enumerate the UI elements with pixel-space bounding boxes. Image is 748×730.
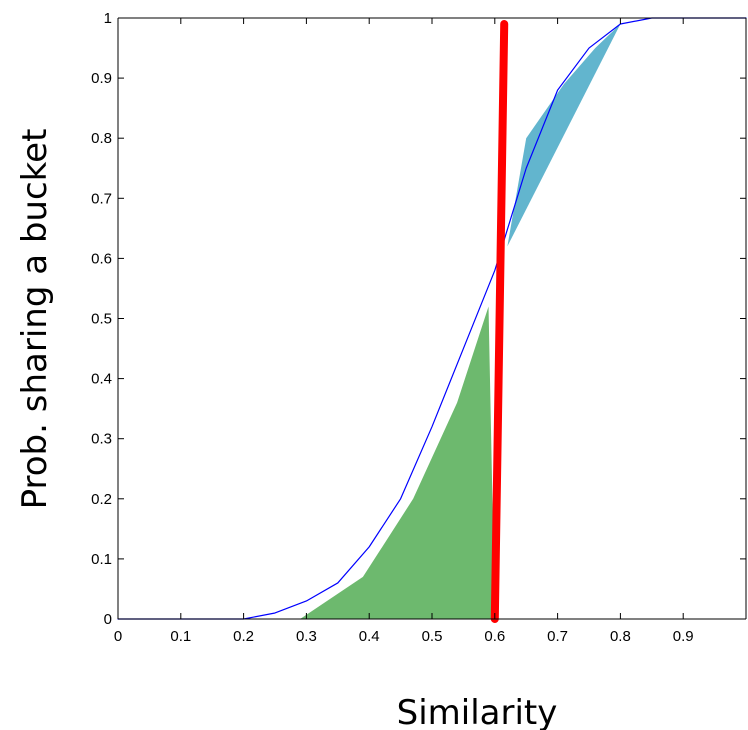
y-tick-label: 1 xyxy=(104,10,112,27)
probability-curve xyxy=(117,17,747,620)
y-tick-label: 0 xyxy=(104,611,112,628)
y-tick-label: 0.8 xyxy=(91,130,112,147)
x-tick-label: 0.9 xyxy=(673,628,694,645)
y-tick-label: 0.2 xyxy=(91,491,112,508)
y-tick-label: 0.6 xyxy=(91,250,112,267)
x-tick-label: 0.1 xyxy=(170,628,191,645)
x-tick-label: 0.5 xyxy=(422,628,443,645)
x-axis-title: Similarity xyxy=(397,693,558,730)
y-tick-label: 0.4 xyxy=(91,371,112,388)
x-tick-label: 0.2 xyxy=(233,628,254,645)
x-tick-label: 0.3 xyxy=(296,628,317,645)
x-tick-label: 0 xyxy=(114,628,122,645)
y-tick-label: 0.1 xyxy=(91,551,112,568)
shaded-region-2 xyxy=(507,24,621,247)
x-tick-label: 0.8 xyxy=(610,628,631,645)
y-tick-label: 0.5 xyxy=(91,311,112,328)
x-tick-label: 0.7 xyxy=(547,628,568,645)
y-tick-label: 0.9 xyxy=(91,70,112,87)
y-tick-label: 0.7 xyxy=(91,190,112,207)
threshold-line xyxy=(490,20,509,623)
x-tick-label: 0.6 xyxy=(484,628,505,645)
y-axis-title: Prob. sharing a bucket xyxy=(15,129,55,510)
y-tick-label: 0.3 xyxy=(91,431,112,448)
x-tick-label: 0.4 xyxy=(359,628,380,645)
shaded-region-1 xyxy=(300,306,495,619)
